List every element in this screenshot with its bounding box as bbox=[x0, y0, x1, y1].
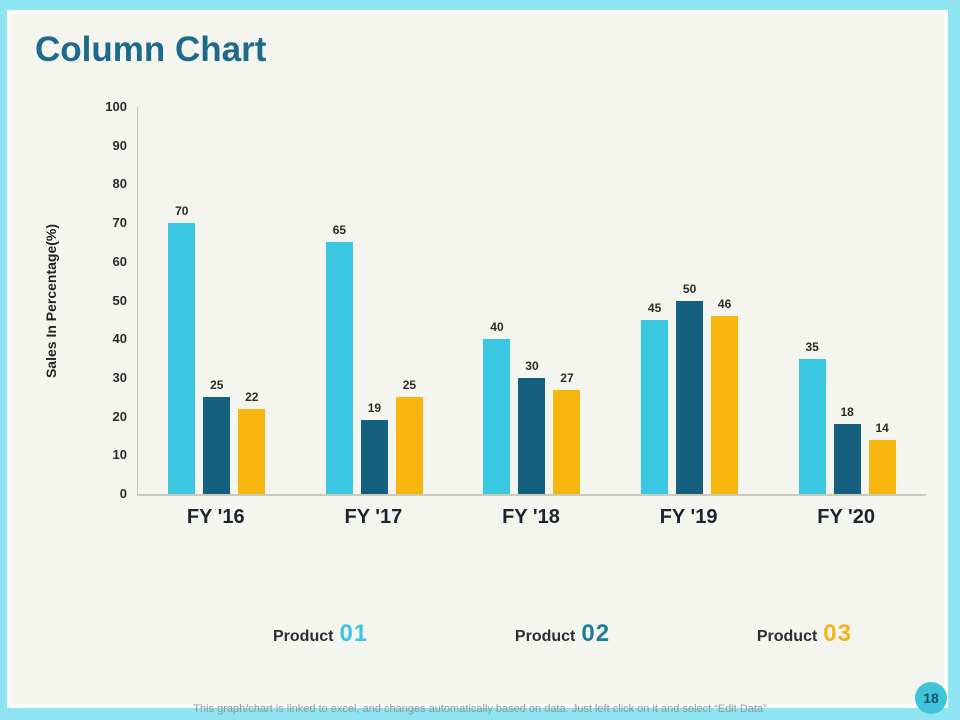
bar-column: 70 bbox=[168, 204, 196, 494]
legend-item-number: 01 bbox=[339, 620, 369, 647]
bar-data-label: 40 bbox=[490, 320, 504, 335]
bar-data-label: 25 bbox=[402, 378, 417, 393]
bar-data-label: 27 bbox=[560, 370, 574, 385]
y-tick-label: 100 bbox=[105, 99, 127, 114]
y-axis-title: Sales In Percentage(%) bbox=[43, 223, 59, 378]
bar-column: 18 bbox=[833, 405, 861, 494]
bar-column: 40 bbox=[483, 320, 511, 494]
bar-column: 27 bbox=[553, 370, 581, 494]
bar-column: 35 bbox=[798, 339, 826, 494]
bar[interactable] bbox=[483, 339, 511, 494]
bar-group: 45 50 46 bbox=[641, 281, 739, 494]
y-tick-label: 20 bbox=[112, 408, 127, 424]
bar-column: 30 bbox=[518, 358, 546, 494]
x-axis-category-label: FY '18 bbox=[502, 506, 560, 528]
legend-item-label: Product bbox=[756, 628, 818, 645]
legend-item-label: Product bbox=[514, 628, 576, 645]
bar-column: 50 bbox=[676, 281, 704, 494]
bar[interactable] bbox=[395, 397, 423, 494]
bar-column: 25 bbox=[395, 378, 423, 494]
footer-note: This graph/chart is linked to excel, and… bbox=[193, 703, 767, 715]
bar-column: 25 bbox=[203, 378, 231, 494]
legend-item-number: 03 bbox=[823, 620, 852, 647]
bar-data-label: 30 bbox=[525, 358, 539, 373]
y-tick-label: 80 bbox=[112, 176, 127, 192]
bar-data-label: 14 bbox=[875, 420, 889, 435]
bar-column: 14 bbox=[868, 420, 896, 494]
bar-data-label: 19 bbox=[367, 401, 382, 416]
y-tick-label: 10 bbox=[112, 447, 127, 463]
plot-area[interactable]: 70 25 22 65 19 25 40 30 27 45 50 46 35 18 14 bbox=[137, 107, 926, 496]
x-axis-labels: FY '16 FY '17 FY '18 FY '19 FY '20 bbox=[137, 506, 925, 529]
bar[interactable] bbox=[553, 389, 581, 494]
y-tick-label: 30 bbox=[112, 369, 127, 385]
x-axis-category-label: FY '16 bbox=[186, 506, 245, 528]
bar-data-label: 18 bbox=[840, 405, 854, 420]
bar[interactable] bbox=[711, 315, 739, 494]
bar-data-label: 50 bbox=[682, 281, 697, 296]
bar[interactable] bbox=[833, 424, 861, 494]
chart-legend: Product 01 Product 02 Product 03 bbox=[273, 620, 852, 648]
bar[interactable] bbox=[641, 319, 669, 494]
bar-data-label: 70 bbox=[175, 204, 189, 219]
bar-column: 46 bbox=[711, 296, 739, 494]
bar-column: 45 bbox=[641, 300, 669, 494]
page-title: Column Chart bbox=[35, 30, 267, 69]
bar-data-label: 46 bbox=[717, 296, 732, 311]
bar[interactable] bbox=[238, 408, 266, 494]
bar[interactable] bbox=[360, 420, 388, 494]
bar-data-label: 22 bbox=[245, 389, 259, 404]
y-tick-label: 40 bbox=[112, 331, 127, 347]
bar[interactable] bbox=[798, 358, 826, 494]
bar-data-label: 45 bbox=[647, 300, 662, 315]
x-axis-category-label: FY '17 bbox=[344, 506, 403, 528]
bar[interactable] bbox=[203, 397, 231, 494]
bar-group: 35 18 14 bbox=[798, 339, 896, 494]
bar[interactable] bbox=[676, 300, 704, 494]
x-axis-category-label: FY '20 bbox=[817, 506, 876, 528]
bar[interactable] bbox=[868, 439, 896, 494]
bar[interactable] bbox=[325, 242, 353, 494]
y-tick-label: 0 bbox=[119, 486, 127, 501]
bar-group: 40 30 27 bbox=[483, 320, 581, 494]
y-tick-label: 50 bbox=[112, 292, 127, 308]
legend-item-number: 02 bbox=[581, 620, 611, 647]
column-chart[interactable]: Sales In Percentage(%) 0 10 20 30 40 50 60 70 80… bbox=[43, 99, 926, 528]
bar-data-label: 25 bbox=[210, 378, 224, 393]
x-axis-category-label: FY '19 bbox=[659, 506, 718, 528]
legend-item: Product 01 bbox=[273, 620, 368, 648]
slide-body: Column Chart Sales In Percentage(%) 0 10 2… bbox=[7, 10, 948, 708]
bar[interactable] bbox=[518, 377, 546, 494]
bar-group: 65 19 25 bbox=[325, 223, 423, 494]
y-tick-label: 70 bbox=[112, 215, 127, 231]
y-tick-label: 60 bbox=[112, 253, 127, 269]
page-number-badge: 18 bbox=[915, 682, 947, 714]
y-tick-label: 90 bbox=[112, 137, 127, 153]
bar[interactable] bbox=[168, 223, 196, 494]
legend-item: Product 02 bbox=[515, 620, 610, 648]
bar-group: 70 25 22 bbox=[168, 204, 266, 494]
y-axis-ticks: 0 10 20 30 40 50 60 70 80 90 100 bbox=[87, 99, 127, 501]
bar-column: 22 bbox=[238, 389, 266, 494]
bar-data-label: 65 bbox=[332, 223, 347, 238]
legend-item: Product 03 bbox=[757, 620, 852, 648]
legend-item-label: Product bbox=[273, 628, 334, 645]
bar-column: 19 bbox=[360, 401, 388, 494]
bar-data-label: 35 bbox=[805, 339, 819, 354]
bar-column: 65 bbox=[325, 223, 353, 494]
